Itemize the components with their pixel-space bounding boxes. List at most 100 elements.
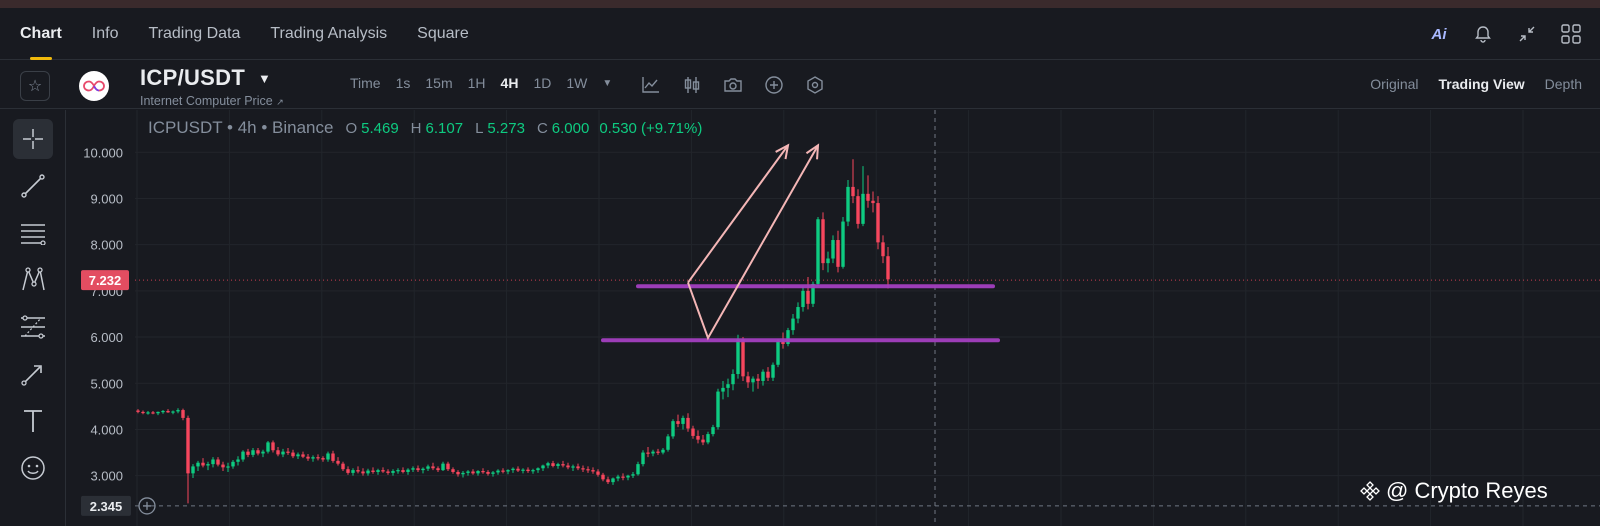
candle-body [871,200,875,204]
candle-body [691,428,695,436]
nav-right-actions: Ai [1428,8,1582,60]
timeframe-1h[interactable]: 1H [467,75,486,91]
candle-body [661,449,665,453]
view-original[interactable]: Original [1370,76,1419,92]
timeframe-1s[interactable]: 1s [395,75,411,91]
candle-body [541,465,545,469]
settings-icon[interactable] [804,74,826,96]
timeframe-4h[interactable]: 4H [500,75,519,91]
candle-body [646,452,650,454]
candle-body [806,290,810,304]
candle-body [336,460,340,464]
icp-coin-logo [79,71,109,101]
candle-body [256,450,260,454]
pair-dropdown-caret-icon[interactable]: ▼ [258,71,271,86]
candle-body [811,283,815,304]
arrow-tool-icon[interactable] [13,354,53,394]
candle-body [626,475,630,478]
candle-body [716,391,720,428]
chart-area[interactable]: 3.000 4.000 5.000 6.000 7.000 8.000 9.000 10.00… [67,110,1600,526]
candle-body [796,307,800,319]
candle-type-icon[interactable] [681,74,703,96]
indicator-icon[interactable] [640,74,662,96]
trend-line-tool-icon[interactable] [13,166,53,206]
timeframe-15m[interactable]: 15m [425,75,453,91]
emoji-tool-icon[interactable] [13,448,53,488]
candle-body [611,478,615,483]
candle-body [381,470,385,472]
candle-body [781,341,785,344]
candle-body [526,469,530,472]
candle-body [151,412,155,414]
candle-body [216,459,220,465]
bell-icon[interactable] [1472,23,1494,45]
projection-arrow [687,144,789,284]
candle-body [266,442,270,452]
fib-tool-icon[interactable] [13,307,53,347]
candle-body [401,470,405,472]
add-circle-icon[interactable] [763,74,785,96]
candle-body [201,462,205,466]
candle-body [671,421,675,437]
timeframe-more-caret-icon[interactable]: ▼ [602,77,613,89]
candle-body [361,471,365,474]
candle-body [756,378,760,381]
candle-body [376,470,380,472]
candle-body [451,469,455,472]
timeframe-1d[interactable]: 1D [533,75,552,91]
pattern-tool-icon[interactable] [13,260,53,300]
ohlc-legend: ICPUSDT • 4h • Binance O 5.469 H 6.107 L 5.… [148,118,702,138]
tab-chart[interactable]: Chart [20,8,62,60]
candle-body [771,364,775,378]
pair-title[interactable]: ICP/USDT [140,65,246,90]
collapse-icon[interactable] [1516,23,1538,45]
crosshair-tool-icon[interactable] [13,119,53,159]
candle-body [851,186,855,197]
horizontal-lines-tool-icon[interactable] [13,213,53,253]
candlestick-chart[interactable]: 3.0004.0005.0006.0007.0008.0009.00010.00… [67,110,1600,526]
pair-subtitle[interactable]: Internet Computer Price ↗ [140,94,284,108]
view-depth[interactable]: Depth [1544,76,1582,92]
candle-body [801,290,805,308]
text-tool-icon[interactable] [13,401,53,441]
y-tick-label: 10.000 [83,145,123,160]
tab-trading-analysis[interactable]: Trading Analysis [270,24,388,42]
view-trading-view[interactable]: Trading View [1438,76,1525,92]
favorite-star-icon[interactable]: ☆ [20,71,50,101]
current-price-tag [81,270,129,291]
candle-body [396,470,400,472]
window-top-strip [0,0,1600,8]
candle-body [581,468,585,470]
candle-body [161,410,165,413]
tab-info[interactable]: Info [91,24,119,42]
candle-body [576,466,580,469]
candle-body [546,463,550,466]
candle-body [651,451,655,454]
candle-body [856,196,860,224]
chart-tools [640,74,826,96]
candle-body [351,470,355,473]
candle-body [786,330,790,344]
candle-body [231,461,235,467]
candle-body [791,318,795,331]
timeframe-time[interactable]: Time [350,75,381,91]
candle-body [836,240,840,267]
ai-icon[interactable]: Ai [1428,23,1450,45]
legend-low: 5.273 [487,120,525,137]
candle-body [766,371,770,378]
y-tick-label: 5.000 [90,376,123,391]
candle-body [846,186,850,222]
candle-body [136,410,140,412]
tab-square[interactable]: Square [417,24,469,42]
candle-body [701,439,705,443]
candle-body [606,479,610,483]
candle-body [571,466,575,468]
candle-body [281,451,285,455]
candle-body [481,471,485,473]
grid-icon[interactable] [1560,23,1582,45]
candle-body [331,453,335,461]
tab-trading-data[interactable]: Trading Data [148,24,241,42]
candle-body [831,240,835,259]
timeframe-1w[interactable]: 1W [566,75,588,91]
camera-icon[interactable] [722,74,744,96]
